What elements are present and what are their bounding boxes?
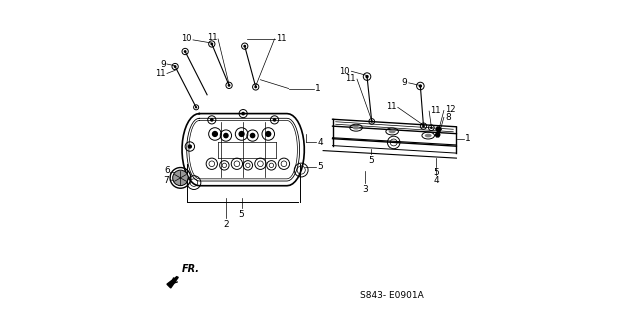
Text: 3: 3 xyxy=(363,185,369,194)
Text: 1: 1 xyxy=(465,134,470,143)
Text: 5: 5 xyxy=(433,169,439,177)
Text: 10: 10 xyxy=(339,67,350,76)
Polygon shape xyxy=(435,133,440,137)
Text: 10: 10 xyxy=(181,34,191,43)
Circle shape xyxy=(419,84,422,88)
Text: 1: 1 xyxy=(316,84,321,93)
Text: 9: 9 xyxy=(401,78,407,87)
Text: 4: 4 xyxy=(317,138,323,147)
Circle shape xyxy=(243,45,246,48)
Circle shape xyxy=(188,144,192,149)
Text: 12: 12 xyxy=(445,105,456,114)
Text: 5: 5 xyxy=(317,163,323,171)
Ellipse shape xyxy=(388,129,396,133)
Circle shape xyxy=(223,133,228,138)
Circle shape xyxy=(195,106,197,108)
Text: 2: 2 xyxy=(223,220,228,229)
Text: 8: 8 xyxy=(445,113,451,122)
Circle shape xyxy=(211,43,213,45)
Text: 11: 11 xyxy=(430,106,441,115)
Text: 11: 11 xyxy=(156,69,166,78)
Circle shape xyxy=(250,133,255,138)
Circle shape xyxy=(212,131,218,137)
Circle shape xyxy=(422,125,425,128)
Circle shape xyxy=(430,126,433,129)
Text: 11: 11 xyxy=(344,74,355,83)
Circle shape xyxy=(254,86,257,88)
Ellipse shape xyxy=(353,126,360,129)
Polygon shape xyxy=(436,127,441,131)
Circle shape xyxy=(365,75,369,78)
Circle shape xyxy=(241,112,245,115)
Text: 5: 5 xyxy=(239,210,244,219)
Circle shape xyxy=(273,118,276,122)
Circle shape xyxy=(239,131,244,137)
Text: 6: 6 xyxy=(164,166,170,175)
Polygon shape xyxy=(167,277,179,288)
Text: 9: 9 xyxy=(160,60,166,69)
Circle shape xyxy=(173,170,188,186)
Circle shape xyxy=(184,50,186,53)
Circle shape xyxy=(210,118,214,122)
Text: 7: 7 xyxy=(163,175,169,185)
Text: S843- E0901A: S843- E0901A xyxy=(360,291,424,300)
Text: 11: 11 xyxy=(386,102,396,111)
Text: 4: 4 xyxy=(433,176,439,185)
Circle shape xyxy=(265,131,271,137)
Circle shape xyxy=(228,84,230,87)
Text: 5: 5 xyxy=(368,156,374,165)
Text: 11: 11 xyxy=(276,34,287,43)
Ellipse shape xyxy=(425,134,431,137)
Circle shape xyxy=(371,120,373,123)
Circle shape xyxy=(173,65,177,68)
Text: FR.: FR. xyxy=(181,264,200,273)
Text: 11: 11 xyxy=(207,33,217,42)
